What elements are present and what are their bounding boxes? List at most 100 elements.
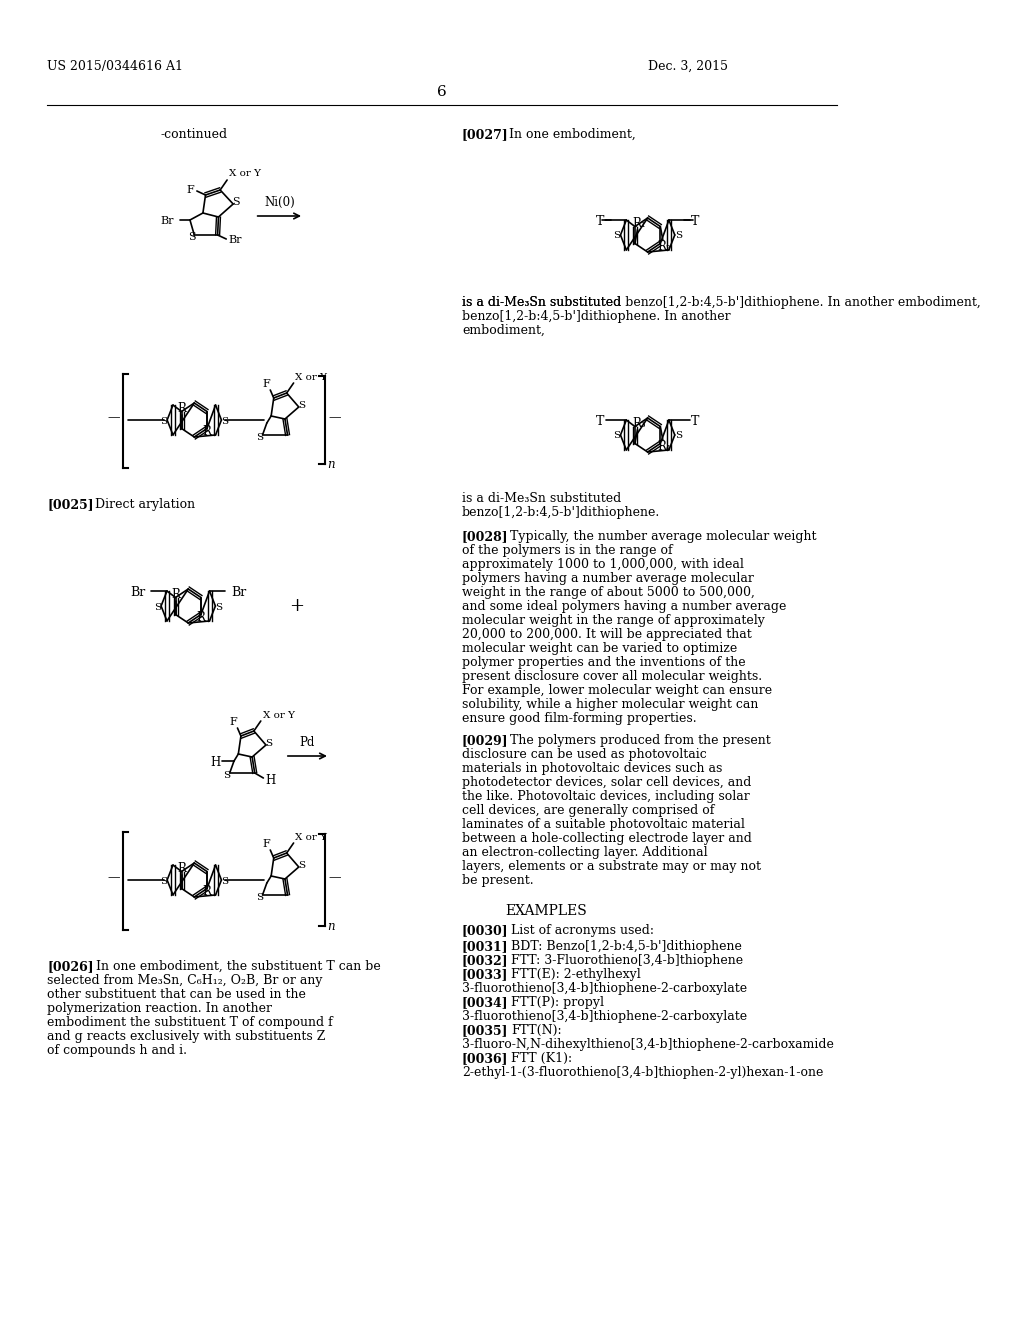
- Text: of compounds h and i.: of compounds h and i.: [47, 1044, 187, 1057]
- Text: Ni(0): Ni(0): [264, 195, 295, 209]
- Text: FTT (K1):: FTT (K1):: [511, 1052, 572, 1065]
- Text: S: S: [154, 602, 161, 611]
- Text: S: S: [187, 232, 196, 242]
- Text: is a di-Me₃Sn substituted benzo[1,2-b:4,5-b']dithiophene. In another embodiment,: is a di-Me₃Sn substituted benzo[1,2-b:4,…: [462, 296, 981, 309]
- Text: EXAMPLES: EXAMPLES: [505, 904, 587, 917]
- Text: ensure good film-forming properties.: ensure good film-forming properties.: [462, 711, 696, 725]
- Text: weight in the range of about 5000 to 500,000,: weight in the range of about 5000 to 500…: [462, 586, 755, 599]
- Text: R₄: R₄: [657, 440, 672, 453]
- Text: X or Y: X or Y: [228, 169, 261, 178]
- Text: T: T: [690, 215, 699, 227]
- Text: [0028]: [0028]: [462, 531, 509, 543]
- Text: solubility, while a higher molecular weight can: solubility, while a higher molecular wei…: [462, 698, 759, 711]
- Text: S: S: [613, 231, 621, 240]
- Text: S: S: [223, 771, 230, 780]
- Text: S: S: [265, 738, 272, 747]
- Text: F: F: [229, 717, 237, 727]
- Text: polymerization reaction. In another: polymerization reaction. In another: [47, 1002, 272, 1015]
- Text: selected from Me₃Sn, C₆H₁₂, O₂B, Br or any: selected from Me₃Sn, C₆H₁₂, O₂B, Br or a…: [47, 974, 323, 987]
- Text: Br: Br: [130, 586, 145, 598]
- Text: T: T: [596, 215, 604, 227]
- Text: FTT: 3-Fluorothieno[3,4-b]thiophene: FTT: 3-Fluorothieno[3,4-b]thiophene: [511, 954, 743, 968]
- Text: [0032]: [0032]: [462, 954, 509, 968]
- Text: [0034]: [0034]: [462, 997, 509, 1008]
- Text: X or Y: X or Y: [262, 710, 295, 719]
- Text: photodetector devices, solar cell devices, and: photodetector devices, solar cell device…: [462, 776, 752, 789]
- Text: T: T: [596, 414, 604, 428]
- Text: —: —: [329, 871, 341, 884]
- Text: be present.: be present.: [462, 874, 534, 887]
- Text: FTT(N):: FTT(N):: [511, 1024, 562, 1038]
- Text: of the polymers is in the range of: of the polymers is in the range of: [462, 544, 673, 557]
- Text: R: R: [177, 403, 186, 414]
- Text: F: F: [262, 840, 270, 849]
- Text: present disclosure cover all molecular weights.: present disclosure cover all molecular w…: [462, 671, 762, 682]
- Text: n: n: [328, 458, 335, 470]
- Text: The polymers produced from the present: The polymers produced from the present: [510, 734, 771, 747]
- Text: R₁: R₁: [633, 216, 646, 230]
- Text: H: H: [210, 755, 220, 768]
- Text: [0029]: [0029]: [462, 734, 509, 747]
- Text: polymer properties and the inventions of the: polymer properties and the inventions of…: [462, 656, 745, 669]
- Text: S: S: [231, 197, 240, 207]
- Text: [0036]: [0036]: [462, 1052, 509, 1065]
- Text: embodiment the substituent T of compound f: embodiment the substituent T of compound…: [47, 1016, 333, 1030]
- Text: Typically, the number average molecular weight: Typically, the number average molecular …: [510, 531, 817, 543]
- Text: S: S: [221, 876, 228, 886]
- Text: [0030]: [0030]: [462, 924, 509, 937]
- Text: approximately 1000 to 1,000,000, with ideal: approximately 1000 to 1,000,000, with id…: [462, 558, 743, 572]
- Text: molecular weight in the range of approximately: molecular weight in the range of approxi…: [462, 614, 765, 627]
- Text: and g reacts exclusively with substituents Z: and g reacts exclusively with substituen…: [47, 1030, 326, 1043]
- Text: —: —: [108, 871, 120, 884]
- Text: benzo[1,2-b:4,5-b']dithiophene.: benzo[1,2-b:4,5-b']dithiophene.: [462, 506, 660, 519]
- Text: F: F: [186, 185, 194, 195]
- Text: 3-fluoro-N,N-dihexylthieno[3,4-b]thiophene-2-carboxamide: 3-fluoro-N,N-dihexylthieno[3,4-b]thiophe…: [462, 1038, 834, 1051]
- Text: and some ideal polymers having a number average: and some ideal polymers having a number …: [462, 601, 786, 612]
- Text: X or Y: X or Y: [295, 372, 328, 381]
- Text: [0025]: [0025]: [47, 498, 94, 511]
- Text: Direct arylation: Direct arylation: [95, 498, 196, 511]
- Text: 2-ethyl-1-(3-fluorothieno[3,4-b]thiophen-2-yl)hexan-1-one: 2-ethyl-1-(3-fluorothieno[3,4-b]thiophen…: [462, 1067, 823, 1078]
- Text: —: —: [329, 412, 341, 425]
- Text: R₃: R₃: [633, 417, 646, 430]
- Text: T: T: [690, 414, 699, 428]
- Text: Br: Br: [161, 216, 174, 226]
- Text: S: S: [675, 231, 682, 240]
- Text: S: S: [256, 433, 263, 441]
- Text: [0035]: [0035]: [462, 1024, 509, 1038]
- Text: S: S: [675, 432, 682, 441]
- Text: BDT: Benzo[1,2-b:4,5-b']dithiophene: BDT: Benzo[1,2-b:4,5-b']dithiophene: [511, 940, 742, 953]
- Text: S: S: [221, 417, 228, 425]
- Text: benzo[1,2-b:4,5-b']dithiophene. In another: benzo[1,2-b:4,5-b']dithiophene. In anoth…: [462, 310, 730, 323]
- Text: n: n: [328, 920, 335, 932]
- Text: layers, elements or a substrate may or may not: layers, elements or a substrate may or m…: [462, 861, 761, 873]
- Text: In one embodiment, the substituent T can be: In one embodiment, the substituent T can…: [96, 960, 381, 973]
- Text: In one embodiment,: In one embodiment,: [510, 128, 636, 141]
- Text: 20,000 to 200,000. It will be appreciated that: 20,000 to 200,000. It will be appreciate…: [462, 628, 752, 642]
- Text: R₂: R₂: [657, 240, 672, 253]
- Text: +: +: [289, 597, 304, 615]
- Text: F: F: [262, 379, 270, 389]
- Text: 6: 6: [437, 84, 447, 99]
- Text: S: S: [613, 432, 621, 441]
- Text: R: R: [171, 587, 180, 601]
- Text: [0026]: [0026]: [47, 960, 94, 973]
- Text: Br: Br: [228, 235, 242, 246]
- Text: R: R: [197, 611, 206, 624]
- Text: S: S: [215, 602, 222, 611]
- Text: [0033]: [0033]: [462, 968, 509, 981]
- Text: Br: Br: [231, 586, 247, 598]
- Text: disclosure can be used as photovoltaic: disclosure can be used as photovoltaic: [462, 748, 707, 762]
- Text: R: R: [177, 862, 186, 875]
- Text: X or Y: X or Y: [295, 833, 328, 842]
- Text: US 2015/0344616 A1: US 2015/0344616 A1: [47, 59, 183, 73]
- Text: [0027]: [0027]: [462, 128, 509, 141]
- Text: List of acronyms used:: List of acronyms used:: [511, 924, 654, 937]
- Text: is a di-Me₃Sn substituted: is a di-Me₃Sn substituted: [462, 492, 622, 506]
- Text: FTT(E): 2-ethylhexyl: FTT(E): 2-ethylhexyl: [511, 968, 641, 981]
- Text: laminates of a suitable photovoltaic material: laminates of a suitable photovoltaic mat…: [462, 818, 744, 832]
- Text: R: R: [203, 425, 211, 438]
- Text: FTT(P): propyl: FTT(P): propyl: [511, 997, 604, 1008]
- Text: cell devices, are generally comprised of: cell devices, are generally comprised of: [462, 804, 715, 817]
- Text: other substituent that can be used in the: other substituent that can be used in th…: [47, 987, 306, 1001]
